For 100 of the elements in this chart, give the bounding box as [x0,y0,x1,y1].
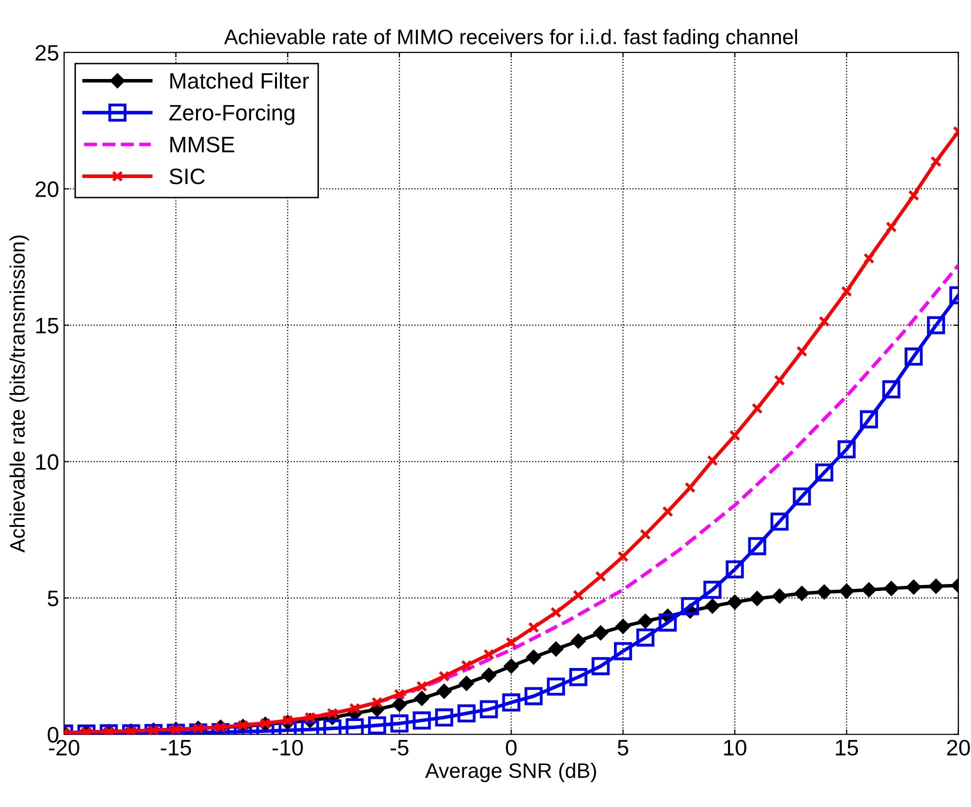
point [926,316,946,334]
point [904,348,923,366]
x-tick-label: 5 [618,740,628,756]
point [414,691,430,706]
point [435,708,454,726]
point [770,512,789,531]
point [794,586,810,601]
chart-title: Achievable rate of MIMO receivers for i.i.d. fast fading channel [224,29,798,48]
x-tick-label: 0 [506,740,517,756]
point [572,590,584,601]
point [706,454,718,466]
point [772,588,787,604]
point [592,657,610,676]
legend-label: Matched Filter [170,72,309,89]
point [884,581,899,596]
point [571,634,586,648]
point [928,578,944,594]
point [841,286,852,297]
point [593,626,608,640]
point [774,374,786,386]
point [170,724,182,734]
point [750,591,764,606]
point [816,584,832,600]
point [792,487,811,506]
point [815,463,834,482]
point [908,190,920,201]
point [726,560,744,578]
y-axis-title: Achievable rate (bits/transmission) [10,235,29,553]
point [796,346,808,357]
point [882,380,900,398]
point [457,704,476,722]
point [392,697,407,712]
point [906,580,921,594]
point [148,724,160,734]
point [438,670,450,682]
point [860,410,878,428]
point [681,597,700,616]
point [416,680,428,692]
point [616,619,630,634]
point [886,221,897,233]
point [460,660,472,671]
point [752,402,763,414]
y-tick-label: 25 [36,44,58,61]
point [372,696,383,708]
x-tick-label: 20 [947,740,970,756]
point [636,628,654,647]
y-tick-label: 20 [36,181,58,198]
point [703,580,722,599]
point [394,688,405,700]
point [863,252,875,264]
point [729,430,740,441]
point [569,668,588,686]
point [818,316,830,327]
point [480,700,498,718]
point [459,676,474,691]
point [640,528,651,540]
point [838,440,856,458]
point [368,716,386,734]
point [506,636,517,648]
point [346,718,364,734]
point [748,537,766,556]
point [282,714,294,726]
y-tick-label: 10 [36,454,58,470]
x-tick-label: 10 [724,740,746,756]
point [436,684,452,699]
point [658,614,677,632]
point [103,726,114,734]
point [126,726,137,734]
point [614,642,632,660]
point [550,606,562,618]
point [483,648,494,660]
legend-label: MMSE [170,136,234,152]
point [548,642,564,656]
point [412,711,431,730]
x-axis-title: Average SNR (dB) [425,762,596,782]
point [502,693,520,712]
legend-label: Zero-Forcing [169,104,294,125]
point [304,712,316,724]
x-tick-label: -15 [160,740,191,756]
point [684,482,696,494]
point [862,582,876,598]
y-tick-label: 15 [36,318,58,334]
point [595,570,606,582]
point [728,594,742,610]
point [524,687,543,706]
point [390,714,408,732]
point [705,598,720,614]
point [546,678,565,696]
point [482,668,496,682]
point [930,156,942,168]
x-tick-label: -10 [272,740,303,756]
y-tick-label: 5 [48,590,58,606]
point [662,506,674,518]
point [526,650,541,664]
point [504,658,519,674]
point [638,614,653,628]
legend-label: SIC [170,168,205,184]
point [528,622,540,633]
x-tick-label: -5 [390,740,408,756]
point [839,584,854,598]
